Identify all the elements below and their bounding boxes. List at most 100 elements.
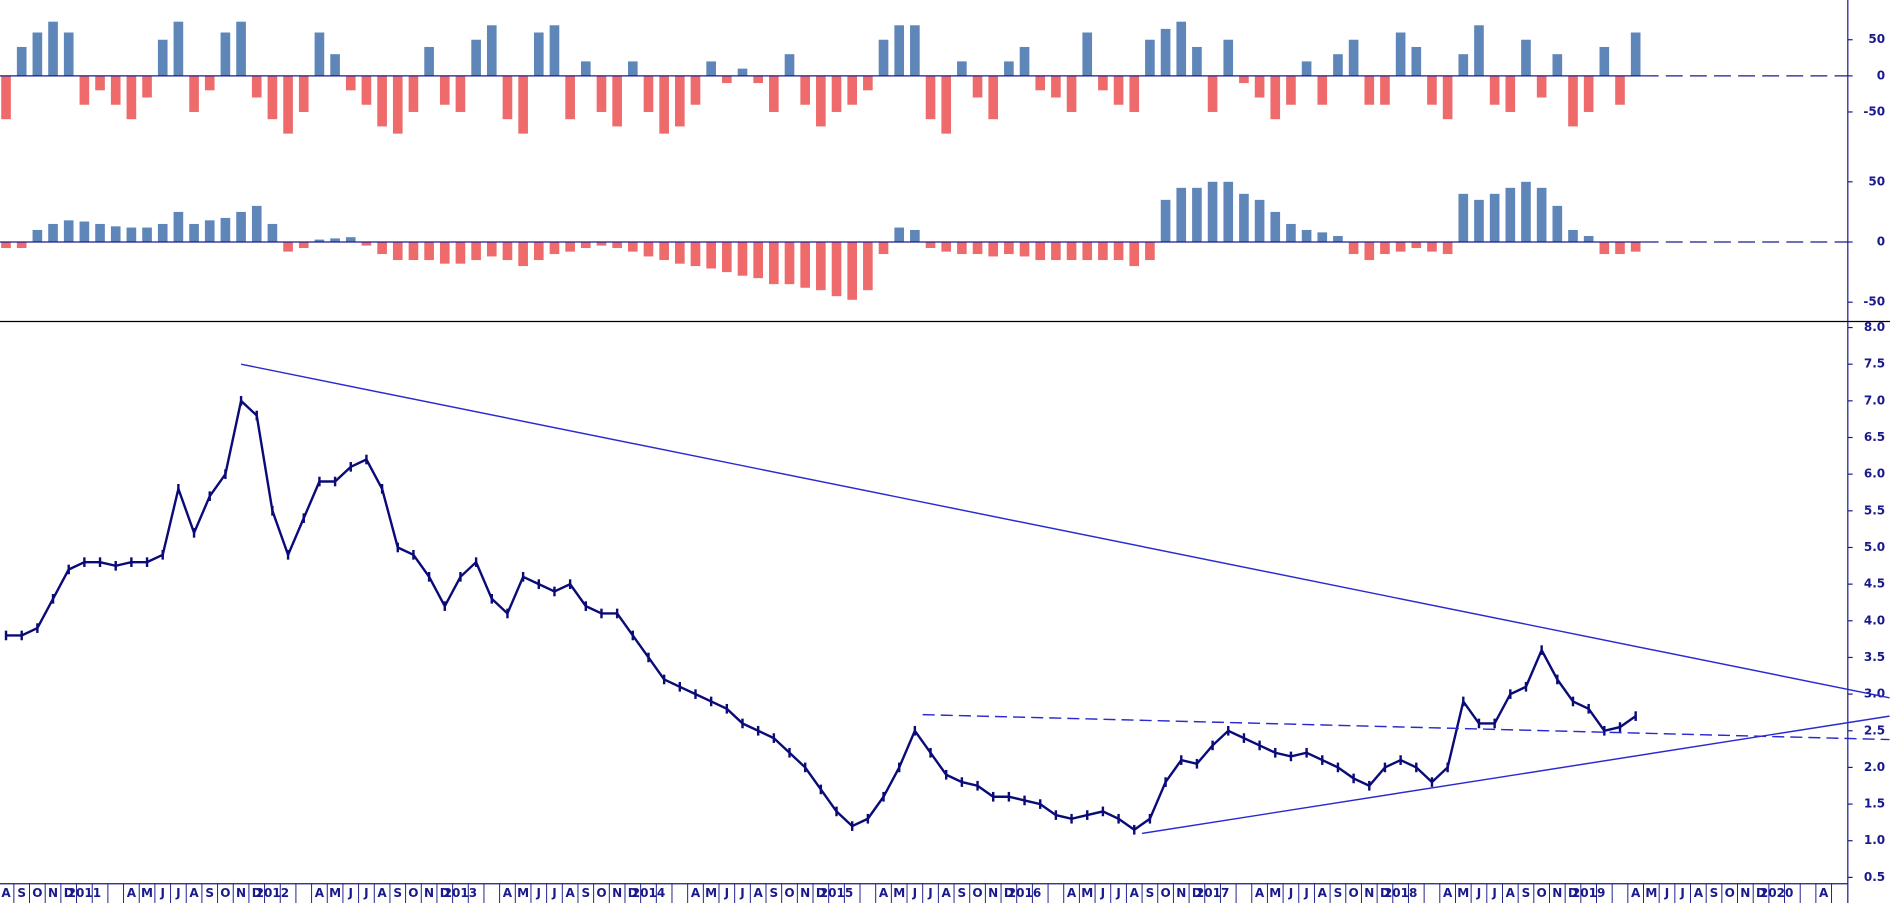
histogram-bar (957, 242, 967, 255)
y-tick-label: -50 (1863, 104, 1885, 118)
x-tick-label: J (912, 886, 917, 900)
x-tick-label: 2018 (1384, 886, 1418, 900)
histogram-bar (565, 242, 575, 252)
histogram-bar (1505, 75, 1516, 112)
y-tick-label: 50 (1868, 32, 1885, 46)
x-tick-label: O (596, 886, 606, 900)
x-tick-label: O (1348, 886, 1358, 900)
histogram-bar (424, 46, 434, 76)
x-tick-label: M (1457, 886, 1469, 900)
histogram-bar (659, 75, 669, 134)
x-tick-label: O (784, 886, 794, 900)
y-tick-label: -50 (1863, 295, 1885, 309)
histogram-bar (878, 39, 889, 76)
x-tick-label: J (724, 886, 729, 900)
histogram-bar (847, 242, 858, 300)
histogram-bar (1223, 181, 1234, 243)
histogram-bar (1348, 39, 1359, 76)
x-tick-label: S (393, 886, 402, 900)
x-tick-label: A (1694, 886, 1704, 900)
histogram-bar (863, 242, 873, 291)
histogram-bar (236, 21, 246, 76)
histogram-bar (486, 25, 497, 76)
y-tick-label: 0 (1877, 68, 1885, 82)
x-tick-label: J (1100, 886, 1105, 900)
x-tick-label: O (32, 886, 42, 900)
histogram-bar (79, 75, 90, 105)
x-tick-label: N (612, 886, 622, 900)
x-tick-label: J (551, 886, 556, 900)
histogram-bar (1521, 181, 1531, 243)
histogram-bar (392, 242, 403, 261)
histogram-bar (267, 223, 278, 243)
histogram-bar (220, 217, 231, 243)
histogram-bar (1207, 181, 1218, 243)
histogram-bar (204, 75, 215, 91)
histogram-bar (1333, 235, 1343, 243)
x-tick-label: 2012 (256, 886, 290, 900)
x-tick-label: M (893, 886, 905, 900)
histogram-bar (204, 220, 215, 243)
histogram-bar (1411, 46, 1422, 76)
histogram-bar (1301, 61, 1312, 76)
histogram-bar (675, 242, 685, 264)
histogram-bar (784, 54, 795, 76)
histogram-bar (377, 75, 387, 127)
histogram-bar (1082, 242, 1093, 261)
histogram-bar (753, 75, 763, 84)
histogram-bar (173, 21, 184, 76)
histogram-bar (690, 75, 701, 105)
histogram-bar (925, 75, 936, 120)
histogram-bar (1066, 75, 1077, 112)
x-tick-label: 2013 (444, 886, 478, 900)
histogram-bar (48, 223, 58, 243)
histogram-bar (486, 242, 497, 257)
histogram-bar (1552, 54, 1563, 76)
x-tick-label: S (770, 886, 779, 900)
histogram-bar (1254, 75, 1265, 98)
histogram-bar (298, 242, 309, 249)
trendline (240, 363, 1890, 699)
histogram-bar (1630, 242, 1641, 252)
histogram-bar (126, 75, 137, 120)
x-tick-label: O (220, 886, 230, 900)
x-tick-label: D (1192, 886, 1202, 900)
histogram-bar (157, 223, 168, 243)
x-tick-label: N (800, 886, 810, 900)
histogram-bar (627, 242, 638, 252)
x-tick-label: J (1664, 886, 1669, 900)
x-tick-label: M (1081, 886, 1093, 900)
x-tick-label: A (1631, 886, 1641, 900)
histogram-bar (1129, 242, 1140, 267)
histogram-bar (753, 242, 763, 279)
histogram-bar (1615, 242, 1625, 255)
y-tick-label: 1.0 (1864, 833, 1885, 847)
histogram-bar (1427, 75, 1437, 105)
histogram-bar (314, 32, 325, 76)
histogram-bar (675, 75, 685, 127)
x-tick-label: N (1552, 886, 1562, 900)
histogram-bar (1, 75, 11, 120)
histogram-bar (925, 242, 936, 249)
histogram-bar (800, 75, 810, 105)
histogram-bar (314, 239, 325, 243)
x-tick-label: S (1522, 886, 1531, 900)
histogram-bar (706, 61, 716, 76)
histogram-bar (16, 242, 27, 249)
trendline (922, 713, 1890, 741)
histogram-bar (1364, 75, 1375, 105)
histogram-bar (1035, 242, 1046, 261)
x-tick-label: J (1491, 886, 1496, 900)
x-tick-label: O (408, 886, 418, 900)
histogram-bar (894, 227, 905, 243)
x-tick-label: O (1537, 886, 1547, 900)
histogram-bar (847, 75, 858, 105)
histogram-bar (1395, 32, 1406, 76)
histogram-bar (1552, 205, 1563, 243)
histogram-bar (1380, 242, 1390, 255)
x-tick-label: M (141, 886, 153, 900)
histogram-bar (283, 242, 293, 252)
histogram-bar (1364, 242, 1375, 261)
